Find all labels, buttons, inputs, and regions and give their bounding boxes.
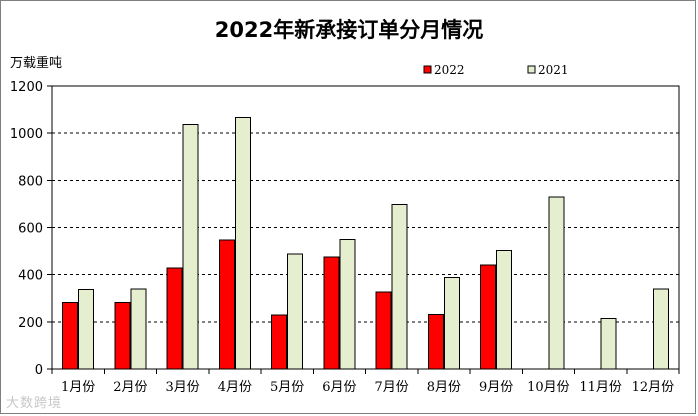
- axes: [47, 85, 680, 374]
- x-tick-label: 7月份: [374, 380, 408, 395]
- bar-2021-11月份: [600, 317, 617, 370]
- legend-swatch-2022: [423, 65, 432, 74]
- x-tick-label: 5月份: [270, 380, 304, 395]
- y-tick-label: 400: [18, 269, 43, 284]
- bar-2021-4月份: [234, 117, 251, 370]
- bar-2021-10月份: [548, 196, 565, 370]
- y-tick-label: 0: [35, 363, 43, 378]
- x-tick-label: 1月份: [61, 380, 95, 395]
- bar-2021-8月份: [443, 276, 460, 370]
- bar-2022-6月份: [323, 256, 340, 370]
- y-tick-label: 200: [18, 316, 43, 331]
- y-tick-label: 1000: [10, 127, 43, 142]
- x-tick-label: 2月份: [113, 380, 147, 395]
- gridlines: [52, 132, 679, 323]
- legend-swatch-2021: [527, 65, 536, 74]
- bar-2022-3月份: [166, 267, 183, 370]
- x-tick-label: 3月份: [165, 380, 199, 395]
- chart-title: 2022年新承接订单分月情况: [214, 18, 484, 42]
- bar-2021-12月份: [652, 288, 669, 370]
- bar-2021-2月份: [130, 288, 147, 370]
- bar-2021-5月份: [287, 253, 304, 370]
- x-tick-label: 10月份: [527, 380, 570, 395]
- x-tick-label: 8月份: [427, 380, 461, 395]
- bar-2022-2月份: [114, 301, 131, 370]
- bar-2022-7月份: [375, 291, 392, 370]
- bar-2022-8月份: [427, 314, 444, 370]
- y-tick-label: 1200: [10, 80, 43, 95]
- x-tick-label: 11月份: [579, 380, 622, 395]
- bar-2021-7月份: [391, 204, 408, 370]
- x-tick-label: 4月份: [218, 380, 252, 395]
- watermark: 大数跨境: [6, 396, 63, 411]
- legend-label-2021: 2021: [538, 63, 569, 77]
- bar-2021-9月份: [496, 250, 513, 370]
- bar-2022-4月份: [218, 239, 235, 370]
- bar-2021-6月份: [339, 238, 356, 370]
- y-axis-unit-label: 万载重吨: [10, 56, 63, 71]
- bar-2021-3月份: [182, 123, 199, 370]
- legend-label-2022: 2022: [434, 63, 465, 77]
- legend: 2022 2021: [423, 63, 569, 77]
- x-tick-labels: 1月份 2月份 3月份 4月份 5月份 6月份 7月份 8月份 9月份 10月份 11月份 12月份: [61, 380, 674, 395]
- bar-2022-5月份: [271, 314, 288, 370]
- x-tick-label: 9月份: [479, 380, 513, 395]
- bar-2021-1月份: [78, 288, 95, 370]
- y-tick-label: 800: [18, 174, 43, 189]
- x-tick-label: 12月份: [632, 380, 675, 395]
- bar-2022-9月份: [480, 264, 497, 370]
- y-tick-labels: 0 200 400 600 800 1000 1200: [10, 80, 43, 378]
- x-tick-label: 6月份: [322, 380, 356, 395]
- bar-2022-1月份: [62, 301, 79, 370]
- y-tick-label: 600: [18, 222, 43, 237]
- bars: [62, 117, 669, 370]
